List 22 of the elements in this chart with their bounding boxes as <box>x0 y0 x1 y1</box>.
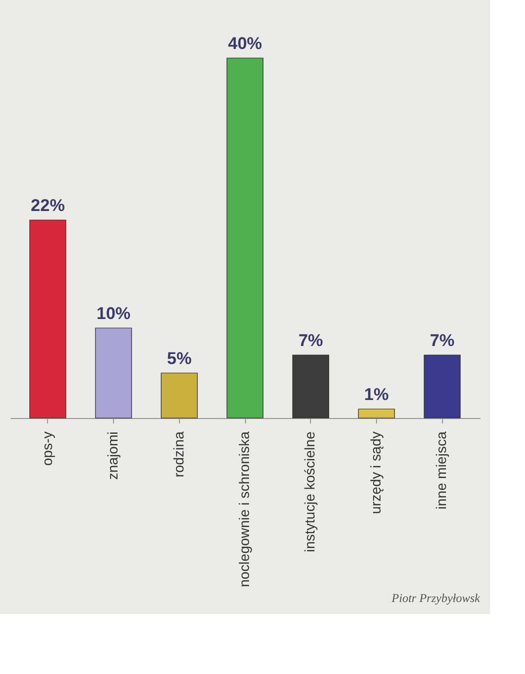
x-tick-label: urzędy i sądy <box>367 432 384 514</box>
text: Piotr Przybyłowsk <box>390 591 481 605</box>
bar <box>292 354 330 418</box>
data-label: 10% <box>96 304 131 323</box>
data-label: 5% <box>166 349 192 368</box>
data-label: 1% <box>364 385 389 404</box>
bar <box>29 220 66 418</box>
x-tick-label: rodzina <box>170 431 186 478</box>
data-label: 40% <box>228 34 262 53</box>
bar <box>95 328 132 418</box>
bar <box>358 408 395 418</box>
data-label: 7% <box>430 331 454 350</box>
x-tick-label: inne miejsca <box>433 431 450 510</box>
bar <box>424 354 461 418</box>
x-tick-label: noclegownie i schroniska <box>236 431 252 588</box>
bar <box>160 372 198 418</box>
x-tick-label: instytucje kościelne <box>302 431 318 552</box>
data-label: 7% <box>298 331 324 350</box>
bar <box>226 58 264 418</box>
x-tick-label: ops-y <box>38 432 55 466</box>
x-tick-label: znajomi <box>104 432 121 480</box>
data-label: 22% <box>30 196 65 215</box>
